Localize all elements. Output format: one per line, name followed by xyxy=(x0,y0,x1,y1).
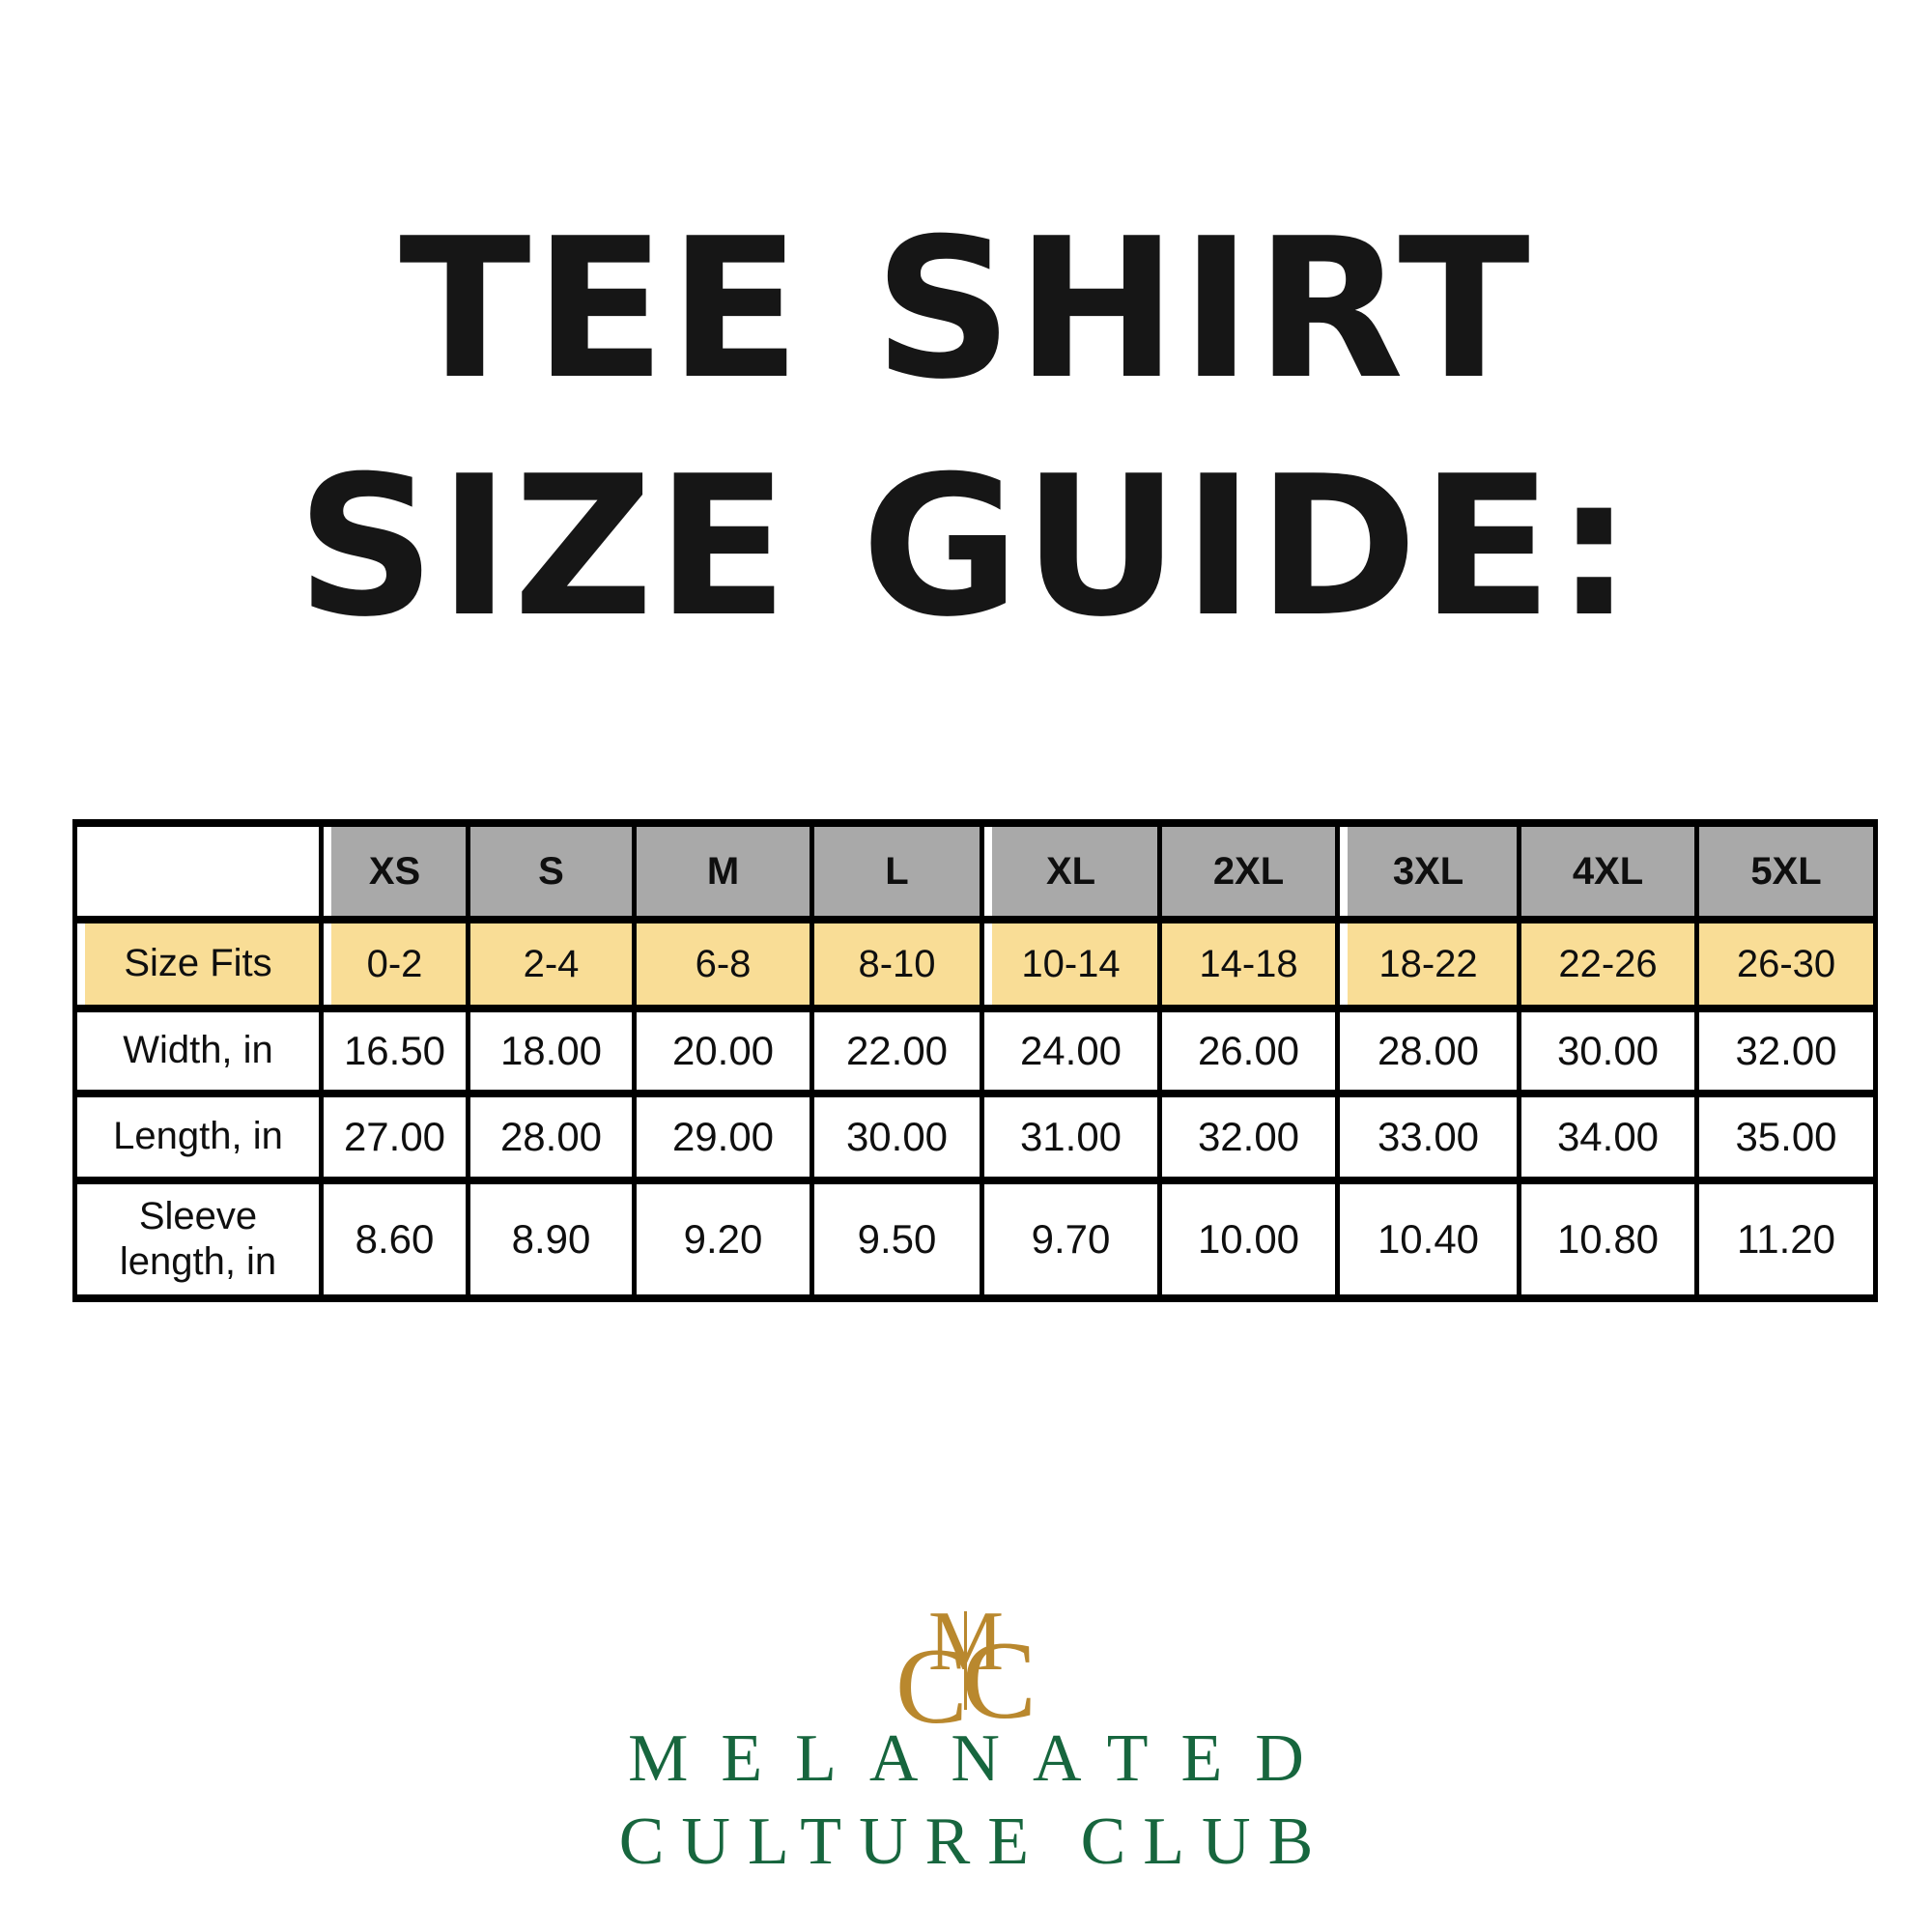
width-value: 32.00 xyxy=(1694,1005,1878,1097)
length-value: 29.00 xyxy=(632,1090,814,1184)
width-value: 20.00 xyxy=(632,1005,814,1097)
size-fits-value: 26-30 xyxy=(1694,916,1878,1012)
size-column-header-5xl: 5XL xyxy=(1694,819,1878,923)
monogram-vertical-line xyxy=(964,1611,967,1710)
sleeve-length-value: 8.90 xyxy=(466,1177,637,1302)
length-value: 30.00 xyxy=(810,1090,984,1184)
size-column-header-4xl: 4XL xyxy=(1517,819,1699,923)
brand-logo: M C C MELANATED CULTURE CLUB xyxy=(0,1600,1932,1879)
sleeve-length-row: Sleeve length, in 8.60 8.90 9.20 9.50 9.… xyxy=(72,1177,1878,1302)
width-value: 30.00 xyxy=(1517,1005,1699,1097)
monogram-letter-c-right: C xyxy=(961,1619,1037,1743)
length-value: 32.00 xyxy=(1157,1090,1340,1184)
length-row: Length, in 27.00 28.00 29.00 30.00 31.00… xyxy=(72,1090,1878,1184)
width-row: Width, in 16.50 18.00 20.00 22.00 24.00 … xyxy=(72,1005,1878,1097)
width-value: 16.50 xyxy=(319,1005,470,1097)
width-value: 24.00 xyxy=(980,1005,1162,1097)
mcc-monogram: M C C xyxy=(894,1600,1038,1742)
length-value: 28.00 xyxy=(466,1090,637,1184)
monogram-letter-c-left: C xyxy=(895,1627,968,1747)
width-value: 18.00 xyxy=(466,1005,637,1097)
row-label-sleeve-length: Sleeve length, in xyxy=(72,1177,324,1302)
size-fits-value: 8-10 xyxy=(810,916,984,1012)
brand-name-line-1: MELANATED xyxy=(628,1721,1337,1796)
title-line-1: TEE SHIRT xyxy=(399,197,1533,422)
size-column-header-3xl: 3XL xyxy=(1335,819,1521,923)
row-label-width: Width, in xyxy=(72,1005,324,1097)
size-guide-table: XS S M L XL 2XL 3XL 4XL 5XL Size Fits 0-… xyxy=(72,819,1878,1302)
size-column-header-2xl: 2XL xyxy=(1157,819,1340,923)
width-value: 28.00 xyxy=(1335,1005,1521,1097)
title-line-2: SIZE GUIDE: xyxy=(296,435,1636,660)
row-label-length: Length, in xyxy=(72,1090,324,1184)
row-label-size-fits: Size Fits xyxy=(72,916,324,1012)
sleeve-length-value: 9.70 xyxy=(980,1177,1162,1302)
length-value: 27.00 xyxy=(319,1090,470,1184)
sleeve-length-value: 9.20 xyxy=(632,1177,814,1302)
size-fits-value: 18-22 xyxy=(1335,916,1521,1012)
sleeve-length-value: 10.00 xyxy=(1157,1177,1340,1302)
sleeve-length-value: 10.80 xyxy=(1517,1177,1699,1302)
size-fits-value: 6-8 xyxy=(632,916,814,1012)
width-value: 26.00 xyxy=(1157,1005,1340,1097)
size-fits-value: 10-14 xyxy=(980,916,1162,1012)
sleeve-length-value: 11.20 xyxy=(1694,1177,1878,1302)
size-fits-value: 2-4 xyxy=(466,916,637,1012)
size-column-header-l: L xyxy=(810,819,984,923)
size-fits-value: 0-2 xyxy=(319,916,470,1012)
sleeve-length-value: 8.60 xyxy=(319,1177,470,1302)
length-value: 35.00 xyxy=(1694,1090,1878,1184)
size-column-header-xl: XL xyxy=(980,819,1162,923)
width-value: 22.00 xyxy=(810,1005,984,1097)
length-value: 33.00 xyxy=(1335,1090,1521,1184)
table-header-row: XS S M L XL 2XL 3XL 4XL 5XL xyxy=(72,819,1878,923)
brand-name-line-2: CULTURE CLUB xyxy=(618,1804,1331,1879)
size-column-header-xs: XS xyxy=(319,819,470,923)
length-value: 34.00 xyxy=(1517,1090,1699,1184)
length-value: 31.00 xyxy=(980,1090,1162,1184)
sleeve-length-value: 9.50 xyxy=(810,1177,984,1302)
sleeve-length-value: 10.40 xyxy=(1335,1177,1521,1302)
size-fits-row: Size Fits 0-2 2-4 6-8 8-10 10-14 14-18 1… xyxy=(72,916,1878,1012)
size-column-header-s: S xyxy=(466,819,637,923)
page-title: TEE SHIRT SIZE GUIDE: xyxy=(0,191,1932,667)
corner-cell xyxy=(72,819,324,923)
size-column-header-m: M xyxy=(632,819,814,923)
size-fits-value: 22-26 xyxy=(1517,916,1699,1012)
size-fits-value: 14-18 xyxy=(1157,916,1340,1012)
